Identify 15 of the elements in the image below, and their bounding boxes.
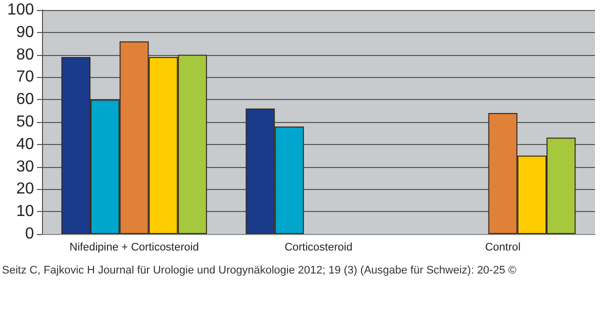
y-tick-label: 10 [16, 203, 34, 220]
y-tick-label: 80 [16, 46, 34, 64]
y-tick-label: 20 [16, 180, 34, 198]
x-tick-label: Nifedipine + Corticosteroid [70, 242, 199, 254]
y-tick-label: 30 [16, 158, 34, 176]
y-tick-label: 60 [16, 91, 34, 108]
y-tick-label: 90 [16, 24, 34, 41]
y-tick-label: 70 [16, 68, 34, 86]
y-tick-label: 40 [16, 136, 34, 153]
x-tick-label: Corticosteroid [284, 242, 352, 254]
y-tick-label: 100 [7, 2, 34, 18]
x-tick-label: Control [485, 242, 521, 254]
y-tick-label: 50 [16, 114, 34, 130]
y-tick-label: 0 [25, 226, 34, 242]
text: Seitz C, Fajkovic H Journal für Urologie und Urogynäkologie 2012; 19 (3) (Ausgabe für Schweiz): 20-25 © [2, 264, 516, 276]
